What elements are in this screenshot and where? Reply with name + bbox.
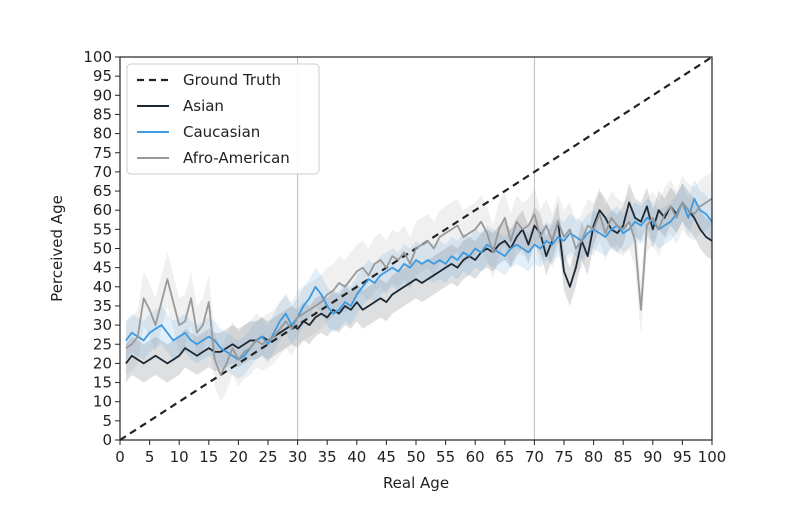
series-lines [119,56,713,441]
band-afro-american [125,171,713,402]
y-tick-label-90: 90 [93,86,112,104]
y-tick-label-70: 70 [93,163,112,181]
y-tick-label-75: 75 [93,144,112,162]
y-tick-label-85: 85 [93,105,112,123]
x-tick-label-45: 45 [377,448,396,466]
y-tick-label-80: 80 [93,125,112,143]
x-tick-label-60: 60 [466,448,485,466]
x-tick-label-40: 40 [347,448,366,466]
y-tick-label-5: 5 [102,412,112,430]
y-axis-label: Perceived Age [48,195,66,302]
x-tick-label-80: 80 [584,448,603,466]
y-tick-label-15: 15 [93,374,112,392]
x-tick-label-100: 100 [698,448,727,466]
x-tick-label-95: 95 [673,448,692,466]
y-tick-label-35: 35 [93,297,112,315]
y-tick-label-55: 55 [93,220,112,238]
band-asian [125,183,713,383]
x-tick-label-85: 85 [614,448,633,466]
x-tick-label-5: 5 [145,448,155,466]
y-tick-label-60: 60 [93,201,112,219]
band-caucasian [125,179,713,379]
x-tick-label-75: 75 [554,448,573,466]
legend-box [126,63,320,175]
x-tick-label-20: 20 [229,448,248,466]
x-tick-label-0: 0 [115,448,125,466]
series-afro-american [125,197,713,376]
x-tick-label-70: 70 [525,448,544,466]
legend-label-ground-truth: Ground Truth [183,71,281,89]
x-tick-label-65: 65 [495,448,514,466]
x-tick-label-90: 90 [643,448,662,466]
legend-label-afro-american: Afro-American [183,149,290,167]
y-tick-label-30: 30 [93,316,112,334]
y-tick-label-100: 100 [83,48,112,66]
y-tick-label-0: 0 [102,431,112,449]
legend-label-caucasian: Caucasian [183,123,260,141]
y-tick-label-40: 40 [93,278,112,296]
y-tick-label-45: 45 [93,259,112,277]
x-tick-label-15: 15 [199,448,218,466]
confidence-bands [125,171,713,402]
x-tick-label-25: 25 [258,448,277,466]
x-tick-label-30: 30 [288,448,307,466]
series-caucasian [125,197,713,361]
legend-label-asian: Asian [183,97,224,115]
x-axis-ticks: 0 5 10 15 20 25 30 35 40 45 50 55 60 65 70 75 80 85 90 95 10… [115,440,726,466]
y-tick-label-50: 50 [93,240,112,258]
x-tick-label-10: 10 [170,448,189,466]
y-tick-label-10: 10 [93,393,112,411]
x-axis-label: Real Age [383,474,449,492]
x-tick-label-50: 50 [406,448,425,466]
x-tick-label-55: 55 [436,448,455,466]
legend: Ground Truth Asian Caucasian Afro-American [126,63,320,175]
y-tick-label-95: 95 [93,67,112,85]
y-tick-label-65: 65 [93,182,112,200]
x-tick-label-35: 35 [318,448,337,466]
y-tick-label-20: 20 [93,354,112,372]
y-tick-label-25: 25 [93,335,112,353]
